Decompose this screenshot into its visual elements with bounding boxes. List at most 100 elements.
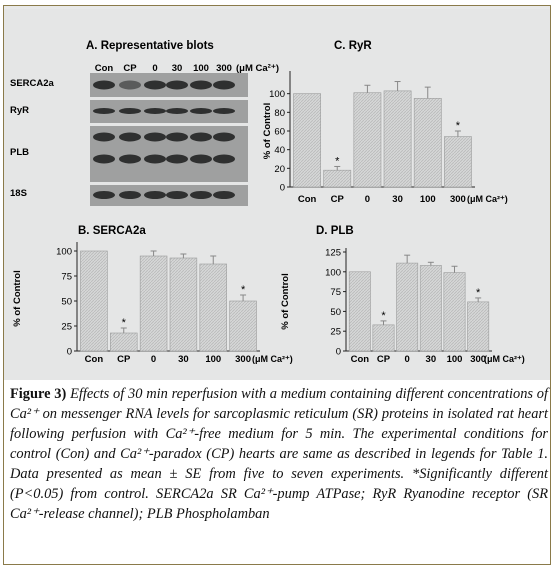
figure-area: A. Representative blots Con CP 0 30 100 300 (… [4, 9, 550, 381]
y-tick-label: 125 [325, 248, 341, 259]
bar [383, 90, 412, 188]
category-label: 100 [447, 354, 463, 365]
blot-row-label: PLB [10, 147, 29, 158]
category-label: 0 [405, 354, 410, 365]
blot-band [119, 154, 141, 164]
y-tick-label: 80 [274, 108, 285, 119]
blot-lane-label: 300 [216, 63, 232, 74]
bar [396, 262, 419, 352]
figure-caption: Figure 3) Effects of 30 min reperfusion … [10, 384, 548, 524]
chart-title: C. RyR [334, 40, 372, 52]
bar [413, 98, 442, 188]
blot-band [213, 154, 235, 164]
category-label: 300 [470, 354, 486, 365]
bar [467, 301, 490, 352]
category-label: 0 [365, 194, 370, 205]
y-tick-label: 25 [61, 322, 72, 333]
blot-band [166, 191, 188, 199]
blot-row-label: SERCA2a [10, 78, 55, 89]
blot-lane-labels: Con CP 0 30 100 300 [95, 63, 232, 74]
bar [419, 265, 442, 352]
unit-label: (μM Ca²⁺) [484, 354, 525, 364]
chart-title: D. PLB [316, 225, 354, 237]
bar [323, 169, 352, 188]
blot-band [190, 191, 212, 199]
blot-band [93, 80, 115, 90]
y-tick-label: 100 [325, 267, 341, 278]
significance-star: * [122, 317, 127, 329]
chart-plb: D. PLB 0 25 50 75 100 125 % of Control Con * CP 0 30… [280, 225, 525, 365]
y-axis-label: % of Control [280, 273, 291, 329]
blot-band [166, 108, 188, 114]
blot-band [213, 191, 235, 199]
blots-unit: (μM Ca²⁺) [236, 63, 279, 74]
y-tick-label: 40 [274, 145, 285, 156]
y-axis-label: % of Control [262, 103, 273, 159]
bar [443, 272, 466, 352]
blot-band [190, 80, 212, 90]
blots-panel: A. Representative blots Con CP 0 30 100 300 (… [10, 40, 279, 206]
category-label: Con [298, 194, 317, 205]
blot-band [190, 108, 212, 114]
category-label: CP [331, 194, 345, 205]
y-axis-label: % of Control [12, 270, 23, 326]
bar [293, 93, 321, 188]
bar [372, 324, 395, 352]
blot-rows: SERCA2a RyR PLB 18S [10, 73, 248, 206]
significance-star: * [335, 155, 340, 167]
unit-label: (μM Ca²⁺) [467, 194, 508, 204]
category-label: 100 [205, 354, 221, 365]
significance-star: * [456, 120, 461, 132]
blot-band [93, 132, 115, 142]
category-label: 300 [450, 194, 466, 205]
blot-band [213, 80, 235, 90]
y-tick-label: 50 [330, 307, 341, 318]
category-label: 0 [151, 354, 156, 365]
bar [199, 263, 227, 352]
blot-band [119, 80, 141, 90]
category-label: 30 [178, 354, 189, 365]
blot-lane-label: 0 [152, 63, 157, 74]
blot-lane-label: CP [123, 63, 137, 74]
category-label: CP [377, 354, 391, 365]
bar [348, 271, 371, 352]
blot-band [144, 108, 166, 114]
category-label: 300 [235, 354, 251, 365]
bar [229, 300, 257, 352]
category-label: Con [351, 354, 370, 365]
blot-lane-label: 30 [172, 63, 183, 74]
blot-row-label: RyR [10, 105, 29, 116]
bar [139, 255, 168, 352]
caption-label: Figure 3) [10, 386, 67, 402]
category-label: 100 [420, 194, 436, 205]
significance-star: * [381, 310, 386, 322]
blot-band [119, 132, 141, 142]
chart-ryr: C. RyR 0 20 40 60 80 100 % of Control Con * CP 0 30 1… [262, 40, 508, 205]
bar [110, 332, 138, 352]
blot-band [144, 80, 166, 90]
blot-band [213, 108, 235, 114]
blot-band [119, 108, 141, 114]
y-tick-label: 0 [280, 183, 285, 194]
blot-band [190, 154, 212, 164]
category-label: CP [117, 354, 131, 365]
y-tick-label: 50 [61, 297, 72, 308]
blot-lane-label: 100 [193, 63, 209, 74]
caption-text: Effects of 30 min reperfusion with a med… [10, 386, 548, 522]
blot-band [93, 191, 115, 199]
bar [169, 257, 198, 352]
blot-row-label: 18S [10, 188, 27, 199]
y-tick-label: 75 [61, 272, 72, 283]
category-label: 30 [392, 194, 403, 205]
chart-serca2a: B. SERCA2a 0 25 50 75 100 % of Control Con * CP 0 3… [12, 225, 293, 365]
y-tick-label: 0 [336, 347, 341, 358]
blot-band [93, 108, 115, 114]
y-tick-label: 75 [330, 287, 341, 298]
blot-band [93, 154, 115, 164]
significance-star: * [241, 284, 246, 296]
bar [353, 92, 382, 188]
significance-star: * [476, 287, 481, 299]
blot-lane-label: Con [95, 63, 114, 74]
blot-band [213, 132, 235, 142]
category-label: 30 [426, 354, 437, 365]
